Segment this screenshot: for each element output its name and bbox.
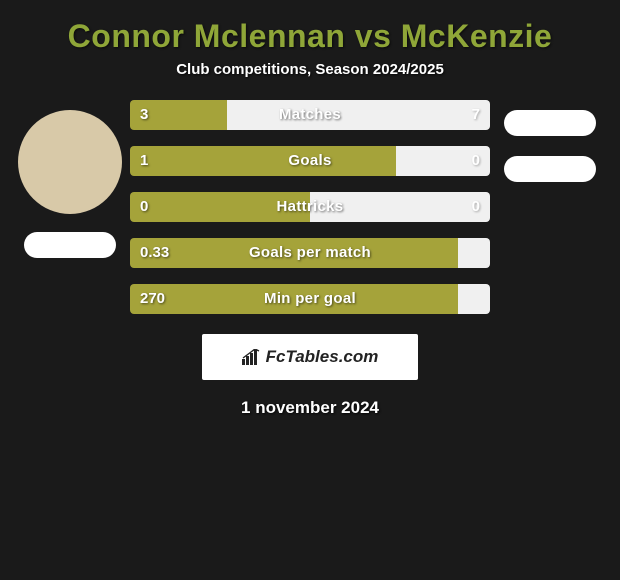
barchart-icon [242,349,262,365]
main-row: 37Matches 10Goals 00Hattricks 0.33Goals per… [0,100,620,314]
date-line: 1 november 2024 [241,398,379,418]
left-player-col [10,100,130,258]
stat-bar: 10Goals [130,146,490,176]
subtitle: Club competitions, Season 2024/2025 [176,61,444,78]
stat-bar: 0.33Goals per match [130,238,490,268]
stat-bar: 270Min per goal [130,284,490,314]
page-title: Connor Mclennan vs McKenzie [68,18,553,55]
stat-label: Matches [130,100,490,130]
logo-box[interactable]: FcTables.com [202,334,418,380]
player-avatar-left [18,110,122,214]
comparison-card: Connor Mclennan vs McKenzie Club competi… [0,0,620,418]
stat-label: Goals per match [130,238,490,268]
stat-label: Goals [130,146,490,176]
stat-label: Hattricks [130,192,490,222]
stat-bar: 00Hattricks [130,192,490,222]
player-badge-right-2 [504,156,596,182]
right-player-col [490,100,610,182]
stat-label: Min per goal [130,284,490,314]
logo-text: FcTables.com [266,347,379,367]
logo-inner: FcTables.com [242,347,379,367]
stats-column: 37Matches 10Goals 00Hattricks 0.33Goals per… [130,100,490,314]
stat-bar: 37Matches [130,100,490,130]
player-badge-right-1 [504,110,596,136]
player-badge-left [24,232,116,258]
